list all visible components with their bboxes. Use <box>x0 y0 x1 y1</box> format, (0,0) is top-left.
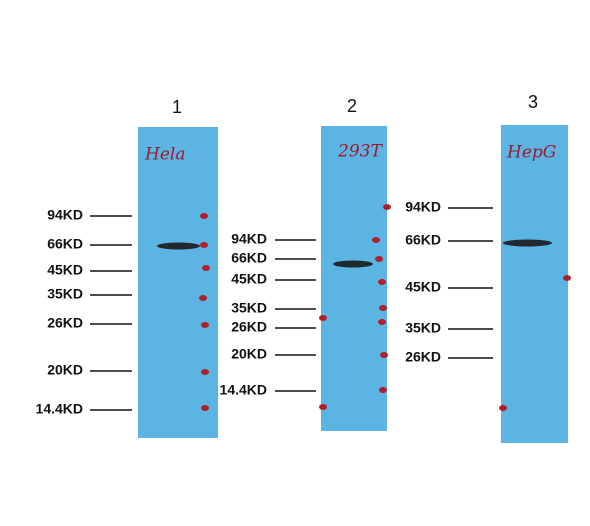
ladder-dot <box>201 369 209 375</box>
membrane <box>138 127 218 438</box>
marker-label: 20KD <box>47 362 83 378</box>
ladder-dot <box>563 275 571 281</box>
protein-band <box>333 260 373 268</box>
ladder-dot <box>499 405 507 411</box>
lane-number: 1 <box>172 97 182 117</box>
lane-label: Hela <box>144 145 185 165</box>
marker-label: 94KD <box>231 231 267 247</box>
marker-label: 94KD <box>405 199 441 215</box>
marker-label: 14.4KD <box>220 382 267 398</box>
lane-label: HepG <box>506 143 556 163</box>
ladder-dot <box>201 322 209 328</box>
ladder-dot <box>380 352 388 358</box>
protein-band <box>157 242 200 250</box>
ladder-dot <box>378 279 386 285</box>
marker-label: 35KD <box>231 300 267 316</box>
ladder-dot <box>372 237 380 243</box>
ladder-dot <box>319 404 327 410</box>
ladder-dot <box>199 295 207 301</box>
marker-label: 66KD <box>47 236 83 252</box>
ladder-dot <box>379 305 387 311</box>
marker-label: 35KD <box>405 320 441 336</box>
ladder-dot <box>200 213 208 219</box>
ladder-dot <box>379 387 387 393</box>
marker-label: 26KD <box>47 315 83 331</box>
marker-label: 66KD <box>405 232 441 248</box>
lane-number: 3 <box>528 92 538 112</box>
ladder-dot <box>383 204 391 210</box>
ladder-dot <box>200 242 208 248</box>
marker-label: 35KD <box>47 286 83 302</box>
ladder-dot <box>375 256 383 262</box>
marker-label: 66KD <box>231 250 267 266</box>
marker-label: 94KD <box>47 207 83 223</box>
marker-label: 26KD <box>231 319 267 335</box>
marker-label: 26KD <box>405 349 441 365</box>
marker-label: 45KD <box>405 279 441 295</box>
ladder-dot <box>319 315 327 321</box>
lane-label: 293T <box>337 142 383 162</box>
marker-label: 14.4KD <box>36 401 83 417</box>
membrane <box>501 125 568 443</box>
ladder-dot <box>201 405 209 411</box>
membrane <box>321 126 387 431</box>
ladder-dot <box>202 265 210 271</box>
ladder-dot <box>378 319 386 325</box>
marker-label: 45KD <box>47 262 83 278</box>
lane-number: 2 <box>347 96 357 116</box>
protein-band <box>503 239 552 247</box>
marker-label: 45KD <box>231 271 267 287</box>
marker-label: 20KD <box>231 346 267 362</box>
